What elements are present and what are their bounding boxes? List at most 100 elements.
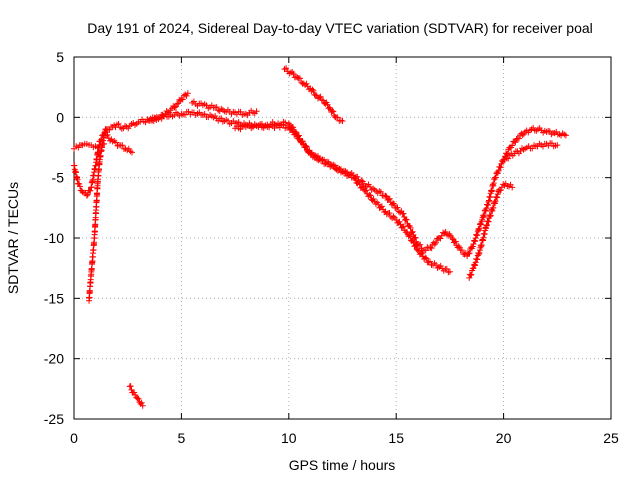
- data-point-band-lower: [433, 261, 440, 268]
- data-point-main: [422, 247, 429, 254]
- data-point-main: [391, 200, 398, 207]
- data-point-main: [512, 139, 519, 146]
- data-point-band-lower: [418, 250, 425, 257]
- data-point-band-lower: [413, 242, 420, 249]
- data-point-main: [115, 120, 122, 127]
- data-point-band-lower: [328, 162, 335, 169]
- y-tick-label: 5: [56, 49, 64, 65]
- data-point-late-evening: [316, 94, 323, 101]
- data-point-main: [452, 238, 459, 245]
- data-point-recovery-branch: [474, 256, 481, 263]
- data-point-ramp-5h: [166, 109, 173, 116]
- data-point-recovery-branch: [492, 198, 499, 205]
- data-point-ramp-5h: [183, 92, 190, 99]
- data-point-main: [409, 228, 416, 235]
- data-point-recovery-branch: [487, 212, 494, 219]
- data-point-bottom-left: [127, 383, 134, 390]
- data-point-band-lower: [382, 208, 389, 215]
- data-point-recovery-branch: [491, 199, 498, 206]
- data-point-main: [212, 113, 219, 120]
- data-point-late-evening: [287, 69, 294, 76]
- data-point-main: [79, 189, 86, 196]
- data-point-bottom-left: [135, 395, 142, 402]
- data-point-band-lower: [292, 130, 299, 137]
- data-point-late-evening: [296, 75, 303, 82]
- data-point-early-steep: [103, 126, 110, 133]
- data-point-band-lower: [378, 203, 385, 210]
- data-point-main: [389, 200, 396, 207]
- data-point-band-lower: [347, 171, 354, 178]
- data-point-recovery-branch: [485, 218, 492, 225]
- data-point-band-lower: [312, 152, 319, 159]
- data-point-band-lower: [386, 210, 393, 217]
- data-point-late-evening: [283, 65, 290, 72]
- data-point-main: [106, 126, 113, 133]
- data-point-main: [394, 204, 401, 211]
- data-point-ramp-5h: [184, 90, 191, 97]
- data-point-ramp-5h: [174, 101, 181, 108]
- data-point-late-evening: [293, 73, 300, 80]
- data-point-main: [481, 212, 488, 219]
- data-point-ramp-5h: [175, 100, 182, 107]
- data-point-recovery-branch: [483, 222, 490, 229]
- data-point-band-lower: [375, 201, 382, 208]
- data-point-recovery-branch: [509, 184, 516, 191]
- data-point-late-evening: [290, 70, 297, 77]
- data-point-ramp-5h: [150, 118, 157, 125]
- y-axis-label: SDTVAR / TECUs: [5, 182, 21, 294]
- data-point-main: [87, 187, 94, 194]
- data-point-main: [437, 235, 444, 242]
- data-point-recovery-branch: [496, 186, 503, 193]
- data-point-band-lower: [359, 183, 366, 190]
- data-point-main: [400, 210, 407, 217]
- data-point-main: [492, 174, 499, 181]
- data-point-main: [76, 180, 83, 187]
- x-tick-label: 10: [281, 430, 297, 446]
- data-point-early-branch: [104, 131, 111, 138]
- data-point-main: [472, 238, 479, 245]
- data-point-main: [382, 192, 389, 199]
- data-point-main: [386, 195, 393, 202]
- x-tick-label: 5: [178, 430, 186, 446]
- data-point-recovery-branch: [494, 194, 501, 201]
- data-point-band-lower: [407, 233, 414, 240]
- data-point-late-evening: [303, 80, 310, 87]
- data-point-band-lower: [330, 161, 337, 168]
- data-point-recovery-branch: [466, 274, 473, 281]
- data-point-main: [84, 191, 91, 198]
- data-point-main: [77, 183, 84, 190]
- data-point-band-lower: [300, 140, 307, 147]
- data-point-main: [509, 142, 516, 149]
- data-point-main: [371, 186, 378, 193]
- data-point-main: [407, 224, 414, 231]
- data-point-main: [218, 115, 225, 122]
- data-point-recovery-branch: [468, 271, 475, 278]
- y-tick-label: -15: [44, 290, 64, 306]
- x-tick-label: 25: [603, 430, 619, 446]
- data-point-recovery-branch: [500, 181, 507, 188]
- data-point-main: [476, 225, 483, 232]
- data-point-main: [432, 239, 439, 246]
- axis-ticks: 0 5 10 15 20 25 5 0 -5 -10 -15 -20 -25: [44, 49, 619, 446]
- data-point-main: [465, 250, 472, 257]
- data-point-main: [455, 243, 462, 250]
- data-point-band-lower: [289, 125, 296, 132]
- data-point-main: [466, 250, 473, 257]
- data-point-recovery-branch: [472, 262, 479, 269]
- data-point-main: [431, 241, 438, 248]
- data-point-band-lower: [319, 157, 326, 164]
- data-point-main: [83, 192, 90, 199]
- data-point-band-lower: [423, 255, 430, 262]
- y-tick-label: 0: [56, 109, 64, 125]
- data-point-main: [458, 247, 465, 254]
- data-point-main: [440, 229, 447, 236]
- data-point-band-lower: [351, 174, 358, 181]
- data-point-recovery-branch-2: [529, 145, 536, 152]
- data-point-late-evening: [298, 79, 305, 86]
- data-point-band-lower: [363, 187, 370, 194]
- data-point-main: [474, 232, 481, 239]
- data-point-recovery-branch: [493, 193, 500, 200]
- data-point-recovery-branch: [490, 204, 497, 211]
- chart-title: Day 191 of 2024, Sidereal Day-to-day VTE…: [87, 20, 593, 36]
- data-point-main: [397, 209, 404, 216]
